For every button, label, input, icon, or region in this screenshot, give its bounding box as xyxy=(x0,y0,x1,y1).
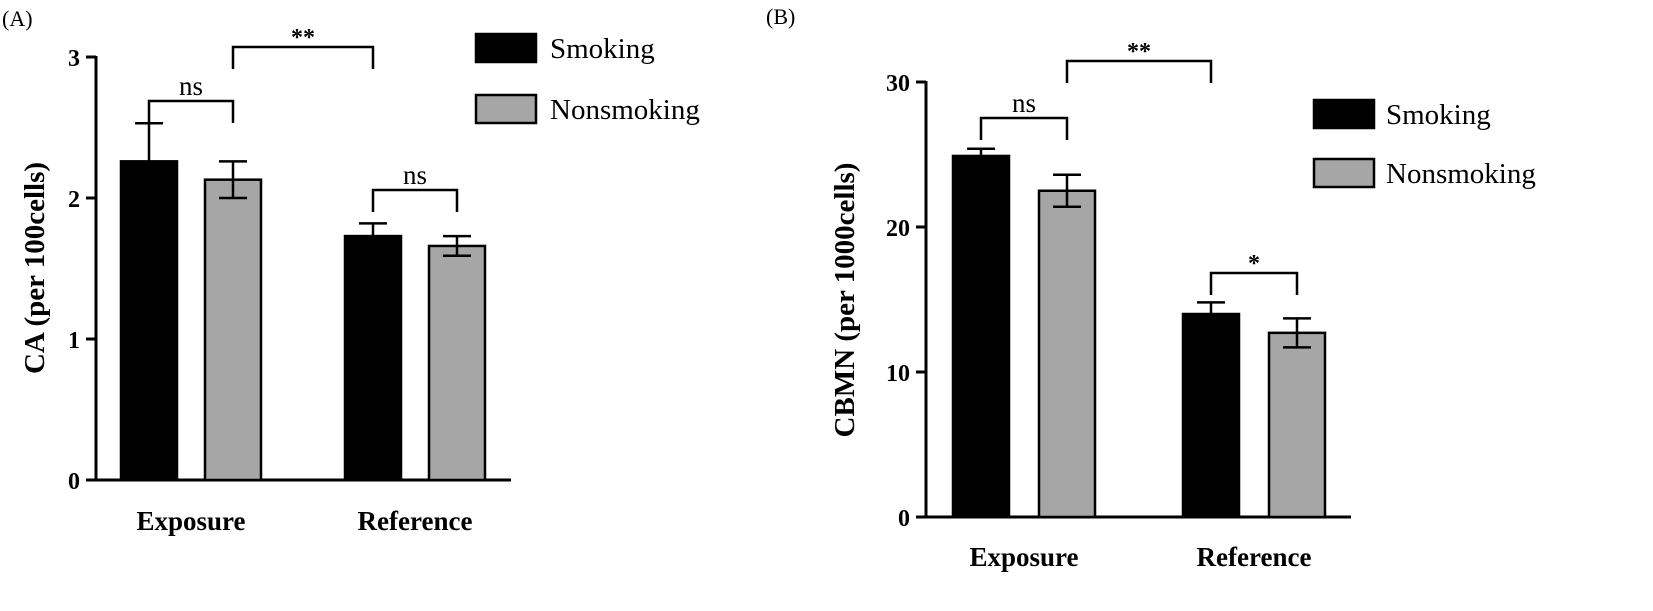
y-axis-label: CA (per 100cells) xyxy=(19,162,51,374)
bar-smoking-exposure xyxy=(119,160,179,482)
significance-label: ns xyxy=(1012,88,1036,118)
x-tick-label: Exposure xyxy=(969,542,1078,572)
significance-label: ns xyxy=(179,71,203,101)
legend-swatch xyxy=(1312,157,1376,189)
bar-nonsmoking-reference xyxy=(1267,331,1327,519)
legend-label: Nonsmoking xyxy=(550,94,700,126)
significance-label: ns xyxy=(403,160,427,190)
significance-bracket xyxy=(1065,59,1213,83)
y-tick-label: 10 xyxy=(886,361,910,387)
significance-bracket xyxy=(1209,271,1299,295)
significance-bracket xyxy=(231,45,375,69)
y-axis-label: CBMN (per 1000cells) xyxy=(829,163,861,438)
significance-label: ** xyxy=(291,25,315,51)
panel-label: (B) xyxy=(766,4,795,29)
bar-smoking-reference xyxy=(1181,312,1241,519)
panel-label: (A) xyxy=(2,6,33,31)
y-tick-label: 0 xyxy=(68,469,80,495)
chart-panel-a: (A) 0 1 2 3 CA (per 100cells) Exposure Referenc… xyxy=(2,6,700,536)
y-tick-label: 2 xyxy=(68,187,80,213)
x-tick-label: Reference xyxy=(358,506,473,536)
chart-panel-b: (B) 0 10 20 30 CBMN (per 1000cells) Exposure Re… xyxy=(766,4,1536,572)
bar-nonsmoking-exposure xyxy=(203,178,263,482)
bar-smoking-reference xyxy=(343,234,403,482)
legend: Smoking Nonsmoking xyxy=(1312,98,1536,190)
y-tick-label: 20 xyxy=(886,216,910,242)
bar-smoking-exposure xyxy=(951,154,1011,519)
x-tick-label: Exposure xyxy=(136,506,245,536)
y-tick-label: 1 xyxy=(68,328,80,354)
significance-bracket xyxy=(371,188,459,212)
x-tick-label: Reference xyxy=(1197,542,1312,572)
legend-label: Nonsmoking xyxy=(1386,158,1536,190)
bar-nonsmoking-exposure xyxy=(1037,189,1097,519)
y-tick-label: 0 xyxy=(898,506,910,532)
y-tick-label: 3 xyxy=(68,46,80,72)
significance-label: ** xyxy=(1127,39,1151,65)
significance-label: * xyxy=(1248,251,1260,277)
bar-nonsmoking-reference xyxy=(427,244,487,482)
legend-label: Smoking xyxy=(1386,99,1491,131)
y-tick-label: 30 xyxy=(886,71,910,97)
legend-label: Smoking xyxy=(550,33,655,65)
legend: Smoking Nonsmoking xyxy=(474,32,700,126)
legend-swatch xyxy=(1312,98,1376,130)
significance-bracket xyxy=(979,116,1069,140)
legend-swatch xyxy=(474,32,538,64)
legend-swatch xyxy=(474,93,538,125)
significance-bracket xyxy=(147,99,235,123)
